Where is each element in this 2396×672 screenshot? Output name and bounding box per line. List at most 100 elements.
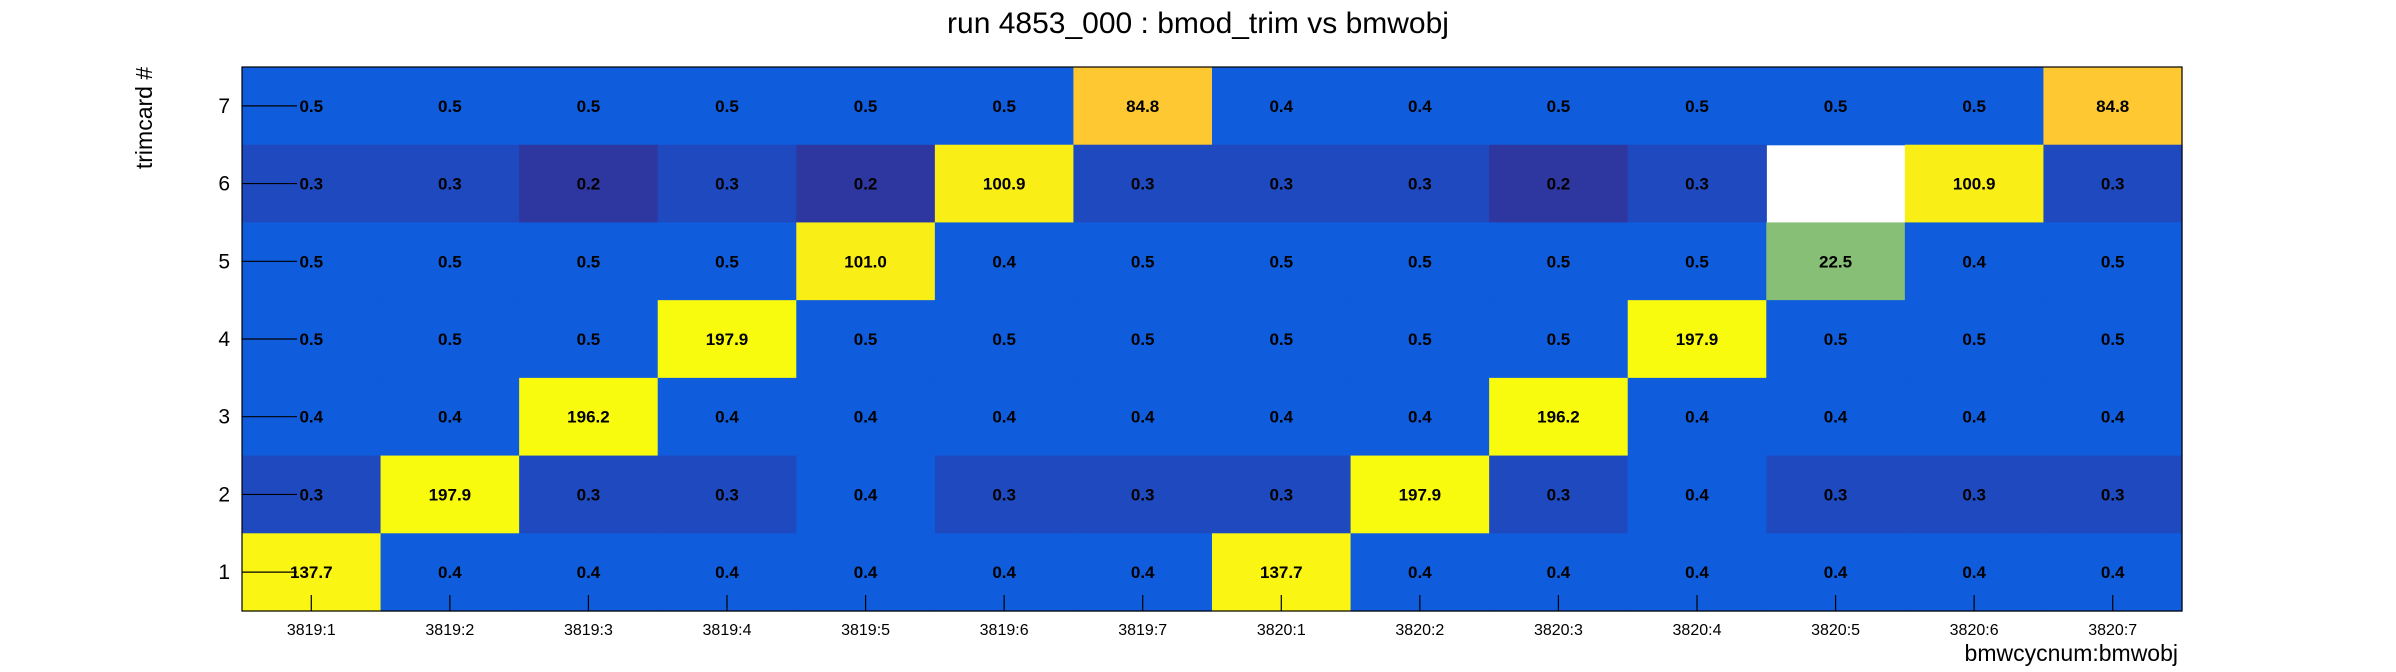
heatmap-cell (1350, 144, 1490, 224)
cell-value-label: 0.3 (438, 175, 462, 194)
cell-value-label: 0.4 (1685, 408, 1709, 427)
heatmap-cell (2043, 222, 2183, 301)
cell-value-label: 0.4 (2101, 408, 2125, 427)
cell-value-label: 196.2 (567, 408, 610, 427)
cell-value-label: 0.5 (1824, 330, 1848, 349)
cell-value-label: 0.3 (1408, 175, 1432, 194)
cell-value-label: 0.5 (1547, 97, 1571, 116)
cell-value-label: 0.3 (715, 175, 739, 194)
cell-value-label: 197.9 (1676, 330, 1719, 349)
cell-value-label: 0.3 (1824, 485, 1848, 504)
cell-value-label: 0.4 (1408, 408, 1432, 427)
heatmap-cell (380, 67, 520, 146)
cell-value-label: 0.5 (577, 252, 601, 271)
heatmap-cell (380, 300, 520, 379)
cell-value-label: 0.4 (1131, 563, 1155, 582)
heatmap-cell (657, 377, 797, 457)
cell-value-label: 0.5 (992, 97, 1016, 116)
cell-value-label: 0.5 (715, 97, 739, 116)
y-axis-title: trimcard # (131, 67, 157, 169)
cell-value-label: 100.9 (983, 175, 1026, 194)
heatmap-cell (519, 377, 659, 457)
heatmap-cell (1904, 144, 2045, 224)
cell-value-label: 0.5 (299, 97, 323, 116)
y-tick-label: 4 (218, 328, 230, 351)
heatmap-cell (1766, 67, 1906, 146)
cell-value-label: 0.5 (1131, 252, 1155, 271)
heatmap-cell (380, 144, 520, 224)
heatmap-cell (1350, 300, 1490, 379)
cell-value-label: 0.5 (854, 97, 878, 116)
cell-value-label: 84.8 (1126, 97, 1159, 116)
cell-value-label: 197.9 (1399, 485, 1442, 504)
cell-value-label: 0.4 (992, 563, 1016, 582)
heatmap-cell (2043, 67, 2183, 146)
heatmap-cell (1073, 377, 1213, 457)
cell-value-label: 0.4 (1962, 563, 1986, 582)
heatmap-cell (934, 377, 1075, 457)
heatmap-cell (1627, 144, 1767, 224)
cell-value-label: 0.5 (1685, 252, 1709, 271)
heatmap-cell (1627, 67, 1767, 146)
heatmap-cell (1212, 377, 1352, 457)
cell-value-label: 0.3 (1547, 485, 1571, 504)
x-tick-label: 3819:1 (287, 622, 336, 639)
heatmap-cell (1073, 300, 1213, 379)
cell-value-label: 0.5 (1547, 330, 1571, 349)
cell-value-label: 0.3 (992, 485, 1016, 504)
heatmap-cell (1489, 377, 1629, 457)
cell-value-label: 0.4 (854, 408, 878, 427)
cell-value-label: 0.5 (1962, 97, 1986, 116)
x-tick-label: 3820:7 (2088, 622, 2137, 639)
heatmap-cell (657, 222, 797, 301)
y-tick-label: 1 (218, 561, 230, 584)
cell-value-label: 0.5 (992, 330, 1016, 349)
cell-value-label: 0.4 (854, 485, 878, 504)
cell-value-label: 0.4 (715, 408, 739, 427)
heatmap-cell (934, 300, 1075, 379)
heatmap-cell (1766, 455, 1906, 534)
heatmap-cell (796, 455, 936, 534)
heatmap-cell (657, 300, 797, 379)
cell-value-label: 0.5 (1547, 252, 1571, 271)
x-tick-label: 3819:4 (703, 622, 752, 639)
heatmap-cell (2043, 144, 2183, 224)
heatmap-cell (934, 455, 1075, 534)
heatmap-cell (1350, 455, 1490, 534)
heatmap-cell (796, 67, 936, 146)
cell-value-label: 0.5 (299, 252, 323, 271)
cell-value-label: 0.5 (1685, 97, 1709, 116)
cell-value-label: 0.4 (1824, 563, 1848, 582)
heatmap-cell (1904, 455, 2045, 534)
x-axis: 3819:1 3819:2 3819:3 3819:4 3819:5 3819:6 3819… (287, 595, 2137, 639)
heatmap-cell (380, 222, 520, 301)
heatmap-cell (934, 222, 1075, 301)
cell-value-label: 0.3 (299, 485, 323, 504)
heatmap-cell (1212, 222, 1352, 301)
cell-value-label: 0.4 (992, 408, 1016, 427)
heatmap-cell (1073, 455, 1213, 534)
cell-value-label: 196.2 (1537, 408, 1580, 427)
heatmap-cell (657, 455, 797, 534)
heatmap-cell (1489, 144, 1629, 224)
cell-value-label: 197.9 (429, 485, 472, 504)
heatmap-cell (934, 144, 1075, 224)
heatmap-cell (1212, 67, 1352, 146)
y-tick-label: 7 (218, 95, 230, 118)
cell-value-label: 84.8 (2096, 97, 2129, 116)
heatmap-cell (380, 377, 520, 457)
y-tick-label: 5 (218, 250, 230, 273)
cell-value-label: 0.5 (2101, 330, 2125, 349)
cell-value-label: 0.5 (577, 97, 601, 116)
heatmap-cell (1627, 377, 1767, 457)
cell-value-label: 0.5 (1824, 97, 1848, 116)
heatmap-cell (519, 300, 659, 379)
heatmap-cell (1073, 144, 1213, 224)
cell-value-label: 0.4 (1685, 485, 1709, 504)
x-tick-label: 3819:7 (1118, 622, 1167, 639)
cell-value-label: 0.4 (854, 563, 878, 582)
heatmap-cell (1766, 300, 1906, 379)
cell-value-label: 0.3 (1269, 175, 1293, 194)
x-tick-label: 3820:3 (1534, 622, 1583, 639)
